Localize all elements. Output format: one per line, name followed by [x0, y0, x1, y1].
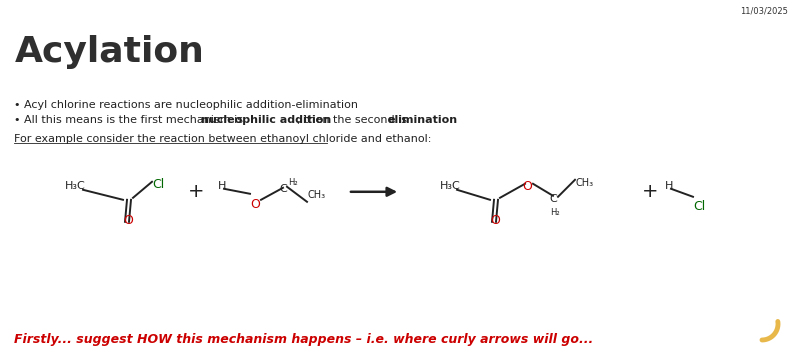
Text: H₃C: H₃C — [440, 181, 461, 191]
Text: 11/03/2025: 11/03/2025 — [740, 7, 788, 15]
Text: Firstly... suggest HOW this mechanism happens – i.e. where curly arrows will go.: Firstly... suggest HOW this mechanism ha… — [14, 333, 594, 346]
Text: O: O — [522, 180, 532, 193]
Text: H₂: H₂ — [550, 208, 560, 217]
Text: • Acyl chlorine reactions are nucleophilic addition-elimination: • Acyl chlorine reactions are nucleophil… — [14, 100, 358, 110]
Text: Cl: Cl — [693, 200, 706, 213]
Text: H₃C: H₃C — [65, 181, 86, 191]
Text: For example consider the reaction between ethanoyl chloride and ethanol:: For example consider the reaction betwee… — [14, 134, 431, 144]
Text: nucleophilic addition: nucleophilic addition — [201, 115, 331, 125]
Text: elimination: elimination — [388, 115, 458, 125]
Text: O: O — [250, 198, 260, 211]
Text: O: O — [490, 214, 500, 227]
Text: • All this means is the first mechanism is: • All this means is the first mechanism … — [14, 115, 246, 125]
Text: +: + — [188, 182, 204, 201]
Text: C: C — [549, 194, 557, 204]
Text: C: C — [279, 184, 287, 194]
Text: CH₃: CH₃ — [308, 190, 326, 200]
Text: +: + — [642, 182, 658, 201]
Text: CH₃: CH₃ — [575, 178, 593, 188]
Text: H₂: H₂ — [288, 178, 298, 187]
Text: Acylation: Acylation — [14, 35, 204, 69]
Text: , then the second is: , then the second is — [297, 115, 410, 125]
Text: O: O — [123, 214, 133, 227]
Text: H: H — [665, 181, 674, 191]
Text: Cl: Cl — [152, 178, 164, 191]
Text: H: H — [218, 181, 226, 191]
